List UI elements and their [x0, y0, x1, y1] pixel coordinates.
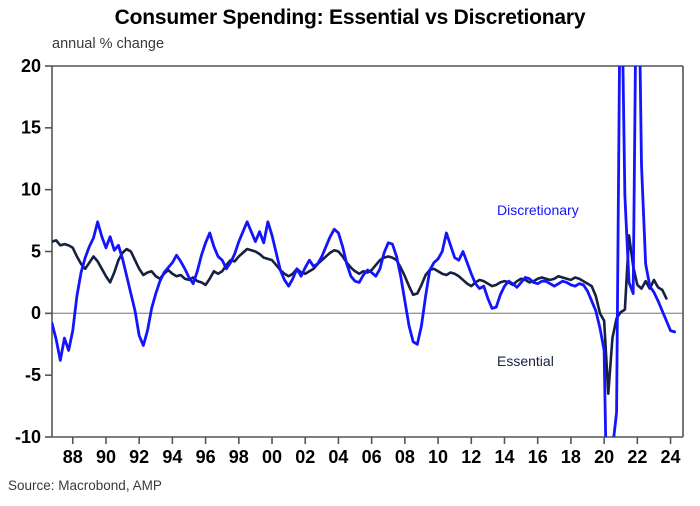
series-label-discretionary: Discretionary	[497, 202, 579, 218]
x-tick-label: 08	[395, 447, 415, 467]
x-tick-label: 88	[63, 447, 83, 467]
y-tick-label: 20	[21, 56, 41, 76]
x-tick-label: 20	[594, 447, 614, 467]
chart-source: Source: Macrobond, AMP	[8, 478, 162, 493]
plot-border	[51, 65, 684, 438]
series-line-essential	[52, 234, 668, 396]
x-tick-label: 02	[295, 447, 315, 467]
x-tick-label: 10	[428, 447, 448, 467]
series-line-discretionary	[52, 66, 677, 437]
chart-title: Consumer Spending: Essential vs Discreti…	[114, 6, 586, 29]
x-tick-label: 98	[229, 447, 249, 467]
y-tick-label: 10	[21, 179, 41, 199]
x-tick-label: 94	[162, 447, 182, 467]
x-tick-label: 96	[196, 447, 216, 467]
y-axis-ticks: -10 -5 0 5 10 15 20	[15, 56, 52, 447]
y-tick-label: -5	[25, 365, 41, 385]
plot-background	[52, 66, 683, 437]
x-tick-label: 92	[129, 447, 149, 467]
x-tick-label: 14	[494, 447, 514, 467]
x-tick-label: 90	[96, 447, 116, 467]
x-tick-label: 00	[262, 447, 282, 467]
series-label-essential: Essential	[497, 353, 554, 369]
x-tick-label: 06	[362, 447, 382, 467]
y-tick-label: 5	[31, 241, 41, 261]
chart-subtitle: annual % change	[52, 36, 165, 52]
plot-frame	[52, 66, 683, 437]
y-tick-label: 15	[21, 118, 41, 138]
series-lines	[52, 66, 677, 437]
x-tick-label: 16	[528, 447, 548, 467]
x-axis-ticks: 88 90 92 94 96 98 00 02 04 06 08 10 12 14 16 18 20 22 24	[63, 437, 681, 467]
x-tick-label: 18	[561, 447, 581, 467]
x-tick-label: 04	[328, 447, 348, 467]
x-tick-label: 22	[627, 447, 647, 467]
x-tick-label: 12	[461, 447, 481, 467]
x-tick-label: 24	[661, 447, 681, 467]
y-tick-label: -10	[15, 427, 41, 447]
y-tick-label: 0	[31, 303, 41, 323]
